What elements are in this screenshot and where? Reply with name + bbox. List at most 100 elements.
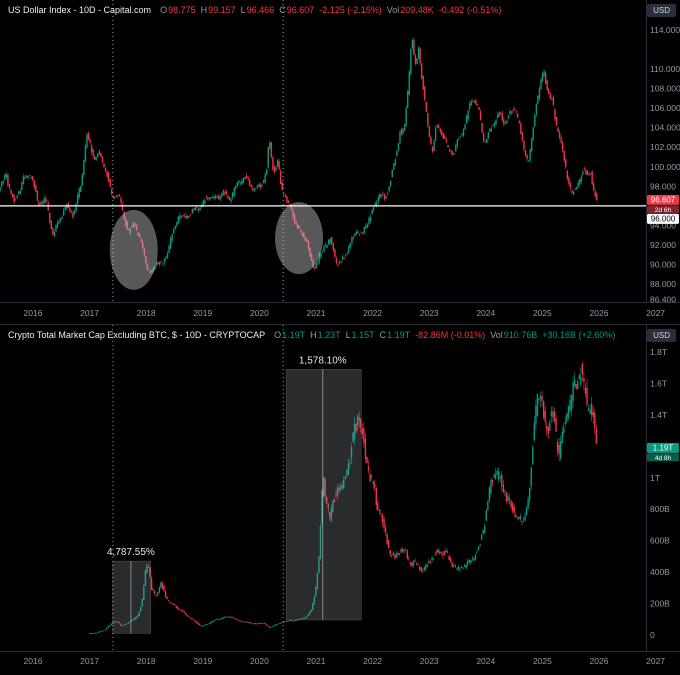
svg-text:2020: 2020 xyxy=(250,656,269,666)
svg-text:96.607: 96.607 xyxy=(651,196,676,205)
svg-text:2020: 2020 xyxy=(250,308,269,318)
chart-panel-dxy[interactable]: 114.000 110.000 108.000 106.000 104.000 102.0… xyxy=(0,0,680,324)
price-axis-labels: 1.8T 1.6T 1.4T 1T 800B 600B 400B 200B 0 xyxy=(650,347,670,640)
svg-text:1T: 1T xyxy=(650,473,660,483)
percent-annotation[interactable]: 4,787.55% xyxy=(107,547,155,558)
svg-text:94.000: 94.000 xyxy=(650,220,676,230)
svg-text:4d 8h: 4d 8h xyxy=(655,455,672,462)
svg-text:2026: 2026 xyxy=(590,308,609,318)
svg-text:100.000: 100.000 xyxy=(650,162,680,172)
highlight-ellipse[interactable] xyxy=(109,209,158,290)
svg-text:0: 0 xyxy=(650,630,655,640)
svg-text:200B: 200B xyxy=(650,599,670,609)
percent-annotation[interactable]: 1,578.10% xyxy=(299,355,347,366)
svg-text:1.4T: 1.4T xyxy=(650,410,667,420)
legend-high-label: H xyxy=(310,330,317,340)
svg-text:2022: 2022 xyxy=(363,308,382,318)
time-axis[interactable] xyxy=(0,651,680,675)
highlight-ellipse[interactable] xyxy=(275,202,324,275)
svg-text:2021: 2021 xyxy=(307,656,326,666)
svg-text:2017: 2017 xyxy=(80,308,99,318)
svg-text:2025: 2025 xyxy=(533,308,552,318)
svg-text:2026: 2026 xyxy=(590,656,609,666)
legend-vol-label: Vol xyxy=(386,5,400,15)
legend-vol-value: 910.76B xyxy=(503,330,538,340)
time-axis-labels: 2016 2017 2018 2019 2020 2021 2022 2023 2024 2025… xyxy=(24,656,666,666)
time-axis-labels: 2016 2017 2018 2019 2020 2021 2022 2023 2024 2025… xyxy=(24,308,666,318)
price-axis[interactable] xyxy=(646,0,680,302)
svg-text:2024: 2024 xyxy=(476,308,495,318)
legend-vol-value: 209.48K xyxy=(400,5,434,15)
svg-text:400B: 400B xyxy=(650,567,670,577)
legend-close-value: 1.19T xyxy=(387,330,411,340)
dxy-chart-canvas[interactable]: 114.000 110.000 108.000 106.000 104.000 102.0… xyxy=(0,0,680,324)
svg-text:2018: 2018 xyxy=(137,308,156,318)
currency-button-crypto[interactable]: USD xyxy=(647,329,676,342)
svg-text:1.19T: 1.19T xyxy=(653,444,674,453)
svg-text:106.000: 106.000 xyxy=(650,103,680,113)
legend-vol-change: -0.492 (-0.51%) xyxy=(438,5,502,15)
currency-button-dxy[interactable]: USD xyxy=(647,4,676,17)
svg-text:98.000: 98.000 xyxy=(650,181,676,191)
last-price-badge: 1.19T xyxy=(647,442,679,453)
svg-text:2027: 2027 xyxy=(646,308,665,318)
svg-text:800B: 800B xyxy=(650,504,670,514)
svg-text:2027: 2027 xyxy=(646,656,665,666)
svg-text:2018: 2018 xyxy=(137,656,156,666)
svg-text:1.8T: 1.8T xyxy=(650,347,667,357)
chart-legend-crypto: Crypto Total Market Cap Excluding BTC, $… xyxy=(8,329,620,341)
symbol-title[interactable]: US Dollar Index - 10D - Capital.com xyxy=(8,5,152,15)
bar-countdown-badge: 2d 6h xyxy=(647,205,679,214)
candlestick-series[interactable] xyxy=(88,362,598,635)
drawing-overlays[interactable] xyxy=(0,0,646,302)
legend-open-value: 1.19T xyxy=(282,330,306,340)
svg-text:88.000: 88.000 xyxy=(650,279,676,289)
svg-text:92.000: 92.000 xyxy=(650,240,676,250)
legend-high-value: 99.157 xyxy=(208,5,236,15)
legend-vol-label: Vol xyxy=(490,330,503,340)
legend-low-label: L xyxy=(240,5,246,15)
svg-text:2024: 2024 xyxy=(476,656,495,666)
chart-legend-dxy: US Dollar Index - 10D - Capital.com O 98.… xyxy=(8,4,506,16)
time-axis[interactable] xyxy=(0,302,680,324)
legend-low-value: 96.466 xyxy=(246,5,275,15)
svg-text:2025: 2025 xyxy=(533,656,552,666)
drawing-overlays[interactable] xyxy=(112,325,362,651)
price-axis[interactable] xyxy=(646,325,680,651)
price-axis-labels: 114.000 110.000 108.000 106.000 104.000 102.0… xyxy=(650,25,680,305)
svg-text:2017: 2017 xyxy=(80,656,99,666)
svg-text:104.000: 104.000 xyxy=(650,123,680,133)
legend-low-label: L xyxy=(345,330,351,340)
svg-text:2019: 2019 xyxy=(193,656,212,666)
legend-open-label: O xyxy=(160,5,168,15)
svg-text:96.000: 96.000 xyxy=(651,215,676,224)
legend-open-value: 98.775 xyxy=(168,5,196,15)
svg-text:90.000: 90.000 xyxy=(650,259,676,269)
svg-text:2016: 2016 xyxy=(24,656,43,666)
legend-high-value: 1.23T xyxy=(317,330,341,340)
svg-text:102.000: 102.000 xyxy=(650,142,680,152)
bar-countdown-badge: 4d 8h xyxy=(647,453,679,462)
svg-text:2023: 2023 xyxy=(420,308,439,318)
svg-text:2023: 2023 xyxy=(420,656,439,666)
svg-text:1.6T: 1.6T xyxy=(650,378,667,388)
price-range-box[interactable] xyxy=(112,560,151,634)
symbol-title[interactable]: Crypto Total Market Cap Excluding BTC, $… xyxy=(8,330,266,340)
legend-close-label: C xyxy=(279,5,286,15)
svg-text:2016: 2016 xyxy=(24,308,43,318)
svg-text:114.000: 114.000 xyxy=(650,25,680,35)
svg-text:2021: 2021 xyxy=(307,308,326,318)
legend-change: -2.125 (-2.15%) xyxy=(319,5,382,15)
candlestick-series[interactable] xyxy=(0,37,598,275)
svg-text:110.000: 110.000 xyxy=(650,64,680,74)
priceline-badge: 96.000 xyxy=(647,213,679,224)
svg-text:86.400: 86.400 xyxy=(650,295,676,305)
legend-open-label: O xyxy=(274,330,282,340)
chart-panel-crypto[interactable]: 4,787.55% 1,578.10% 1.8T 1.6T 1.4T 1T 800B 600B… xyxy=(0,324,680,675)
price-range-box[interactable] xyxy=(285,369,362,621)
legend-high-label: H xyxy=(200,5,208,15)
crypto-chart-canvas[interactable]: 4,787.55% 1,578.10% 1.8T 1.6T 1.4T 1T 800B 600B… xyxy=(0,325,680,675)
legend-vol-change: +30.16B (+2.60%) xyxy=(542,330,616,340)
legend-close-label: C xyxy=(379,330,387,340)
